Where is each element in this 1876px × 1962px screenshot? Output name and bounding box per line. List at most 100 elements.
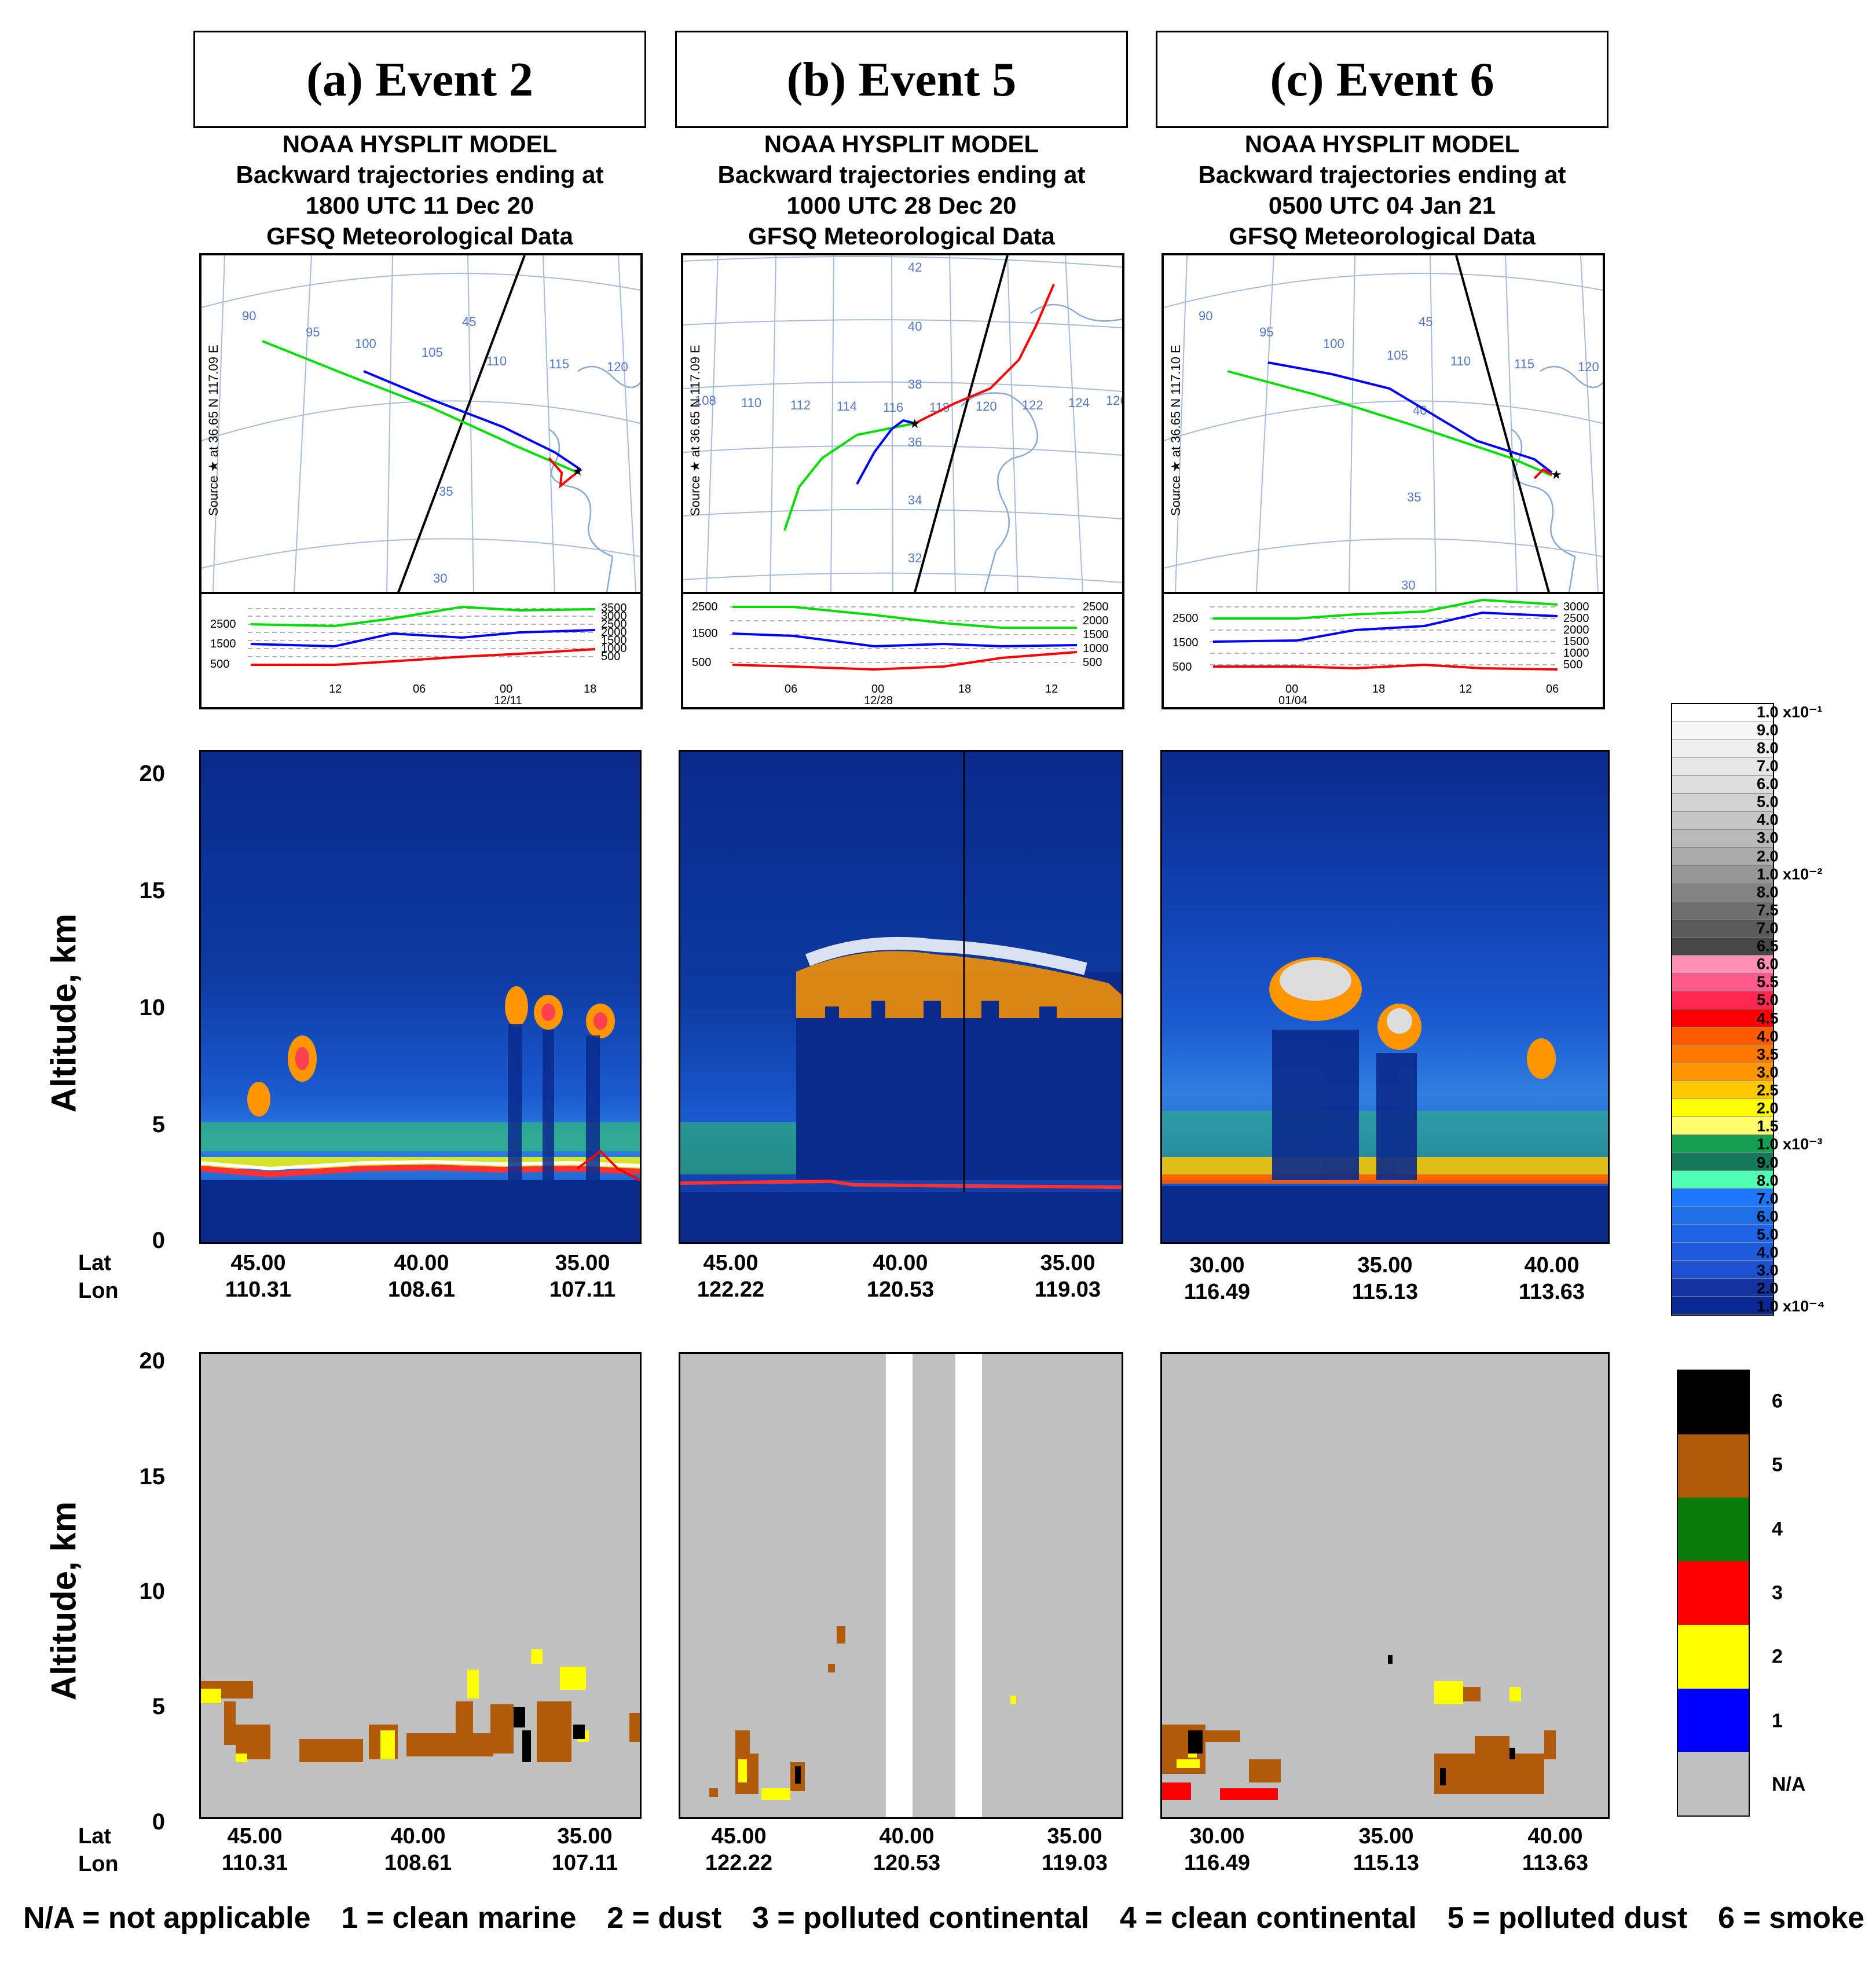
lidar-attenuation-columns: [1272, 1030, 1417, 1180]
vfm-colorbar: [1677, 1370, 1750, 1817]
backscatter-colorbar-label: 8.0: [1757, 739, 1779, 757]
height-right-label: 1000: [1563, 647, 1589, 660]
map-labels: 90 95 100 105 110 115 120 45 40 35 30: [1199, 309, 1599, 592]
backscatter-colorbar-label: 6.0: [1757, 1207, 1779, 1225]
height-right-label: 500: [1563, 658, 1582, 671]
x-lon-value: 107.11: [551, 1851, 618, 1875]
x-lon-value: 107.11: [549, 1278, 616, 1302]
backscatter-colorbar-swatch: [1672, 1207, 1773, 1225]
height-right-labels: 2500 2000 1500 1000 500: [1083, 601, 1109, 669]
x-lat-value: 40.00: [1527, 1824, 1583, 1848]
vfm-panel-b: [679, 1352, 1123, 1819]
height-right-label: 2000: [1563, 624, 1589, 636]
lidar-panel-c: [1160, 750, 1610, 1244]
x-lat-value: 40.00: [879, 1824, 935, 1848]
map-lat-label: 40: [908, 319, 922, 334]
lidar-yaxis: 20 15 10 5 0: [124, 747, 194, 1268]
calipso-track-line: [914, 255, 1009, 592]
legend-item: 5 = polluted dust: [1447, 1901, 1688, 1935]
vfm-ytick: 20: [139, 1348, 166, 1374]
time-tick: 18: [1372, 683, 1385, 696]
hysplit-line2: Backward trajectories ending at: [1198, 161, 1566, 188]
height-right-label: 3000: [601, 610, 627, 623]
time-tick: 06: [785, 683, 797, 696]
vfm-xtick: 40.00 108.61: [360, 1823, 476, 1876]
map-lon-label: 90: [242, 309, 256, 323]
lidar-xtick: 35.00 119.03: [1010, 1250, 1126, 1303]
x-lon-value: 108.61: [384, 1851, 452, 1875]
lidar-cloud-core: [1387, 1008, 1412, 1034]
classification-legend: N/A = not applicable 1 = clean marine 2 …: [23, 1901, 1864, 1935]
height-left-labels: 2500 1500 500: [692, 601, 718, 669]
lidar-surface: [680, 1192, 1122, 1242]
lidar-ylabel: Altitude, km: [44, 913, 83, 1113]
height-left-label: 1500: [1172, 636, 1199, 649]
map-lon-label: 120: [607, 360, 628, 374]
backscatter-colorbar-swatch: [1672, 1279, 1773, 1297]
height-profile-b-svg: 2500 1500 500 2500 2000 1500 1000 500 06…: [692, 601, 1109, 707]
hysplit-line1: NOAA HYSPLIT MODEL: [1244, 130, 1520, 158]
time-tick: 12: [329, 683, 342, 696]
lidar-panel-a-svg: [201, 986, 640, 1242]
vfm-xtick: 35.00 115.13: [1328, 1823, 1444, 1876]
vfm-xtick: 45.00 122.22: [681, 1823, 797, 1876]
height-gridlines: [1210, 606, 1558, 665]
hysplit-line4: GFSQ Meteorological Data: [266, 222, 573, 250]
height-left-labels: 2500 1500 500: [1172, 612, 1199, 673]
backscatter-colorbar-swatch: [1672, 794, 1773, 812]
vfm-panel-a-svg: [201, 1649, 640, 1762]
lidar-boundary-layer: [201, 1164, 640, 1178]
time-ticks: 12 06 00 18 12/11: [329, 683, 596, 707]
lidar-boundary-layer: [201, 1159, 640, 1171]
height-left-label: 2500: [210, 618, 236, 631]
vfm-colorbar-label: 6: [1772, 1390, 1783, 1412]
time-ticks: 06 00 18 12 12/28: [785, 683, 1058, 707]
vfm-smoke: [795, 1766, 801, 1784]
height-profile-c: 2500 1500 500 3000 2500 2000 1500 1000 5…: [1161, 592, 1605, 709]
backscatter-colorbar-label: 3.0: [1757, 1063, 1779, 1081]
height-red: [732, 651, 1078, 671]
vfm-xtick: 45.00 110.31: [197, 1823, 313, 1876]
height-right-label: 2500: [1083, 601, 1109, 613]
backscatter-colorbar-labels: 1.0 x10⁻¹ 9.0 8.0 7.0 6.0 5.0 4.0 3.0 2.0 1.0 x10…: [1757, 703, 1876, 1316]
trajectory-map-a: 90 95 100 105 110 115 120 45 35 30 Sourc…: [199, 253, 643, 595]
map-grid: [201, 255, 640, 592]
vfm-xtick: 35.00 119.03: [1017, 1823, 1133, 1876]
backscatter-colorbar: [1671, 703, 1774, 1316]
map-lat-label: 30: [433, 571, 447, 585]
map-lat-label: 35: [439, 484, 453, 499]
lidar-ytick: 10: [139, 995, 166, 1020]
map-lon-label: 95: [306, 325, 320, 339]
backscatter-colorbar-swatch: [1672, 1081, 1773, 1099]
backscatter-colorbar-label: 5.0: [1757, 1225, 1779, 1243]
backscatter-colorbar-label: 7.0: [1757, 1189, 1779, 1207]
x-lat-value: 35.00: [1357, 1253, 1413, 1278]
vfm-xtick: 35.00 107.11: [527, 1823, 643, 1876]
coastline: [548, 365, 640, 592]
backscatter-colorbar-label: 4.0: [1757, 811, 1779, 829]
x-lat-value: 40.00: [873, 1251, 928, 1275]
vfm-colorbar-label: 4: [1772, 1518, 1783, 1540]
vfm-xtick: 30.00 116.49: [1159, 1823, 1275, 1876]
height-blue: [250, 629, 596, 648]
vfm-panel-c-svg: [1162, 1655, 1556, 1800]
lidar-surface: [1162, 1186, 1608, 1242]
height-right-label: 1000: [601, 642, 627, 655]
backscatter-colorbar-swatch: [1672, 776, 1773, 794]
trajectory-map-c-svg: 90 95 100 105 110 115 120 45 40 35 30 So…: [1164, 255, 1603, 592]
backscatter-colorbar-label: 5.0: [1757, 991, 1779, 1009]
vfm-dust: [1177, 1681, 1521, 1768]
x-lon-value: 120.53: [866, 1278, 935, 1302]
lidar-attenuation-columns: [508, 1024, 600, 1180]
backscatter-colorbar-label: 7.0: [1757, 919, 1779, 937]
map-lon-label: 105: [422, 345, 443, 360]
legend-item: 3 = polluted continental: [752, 1901, 1090, 1935]
backscatter-colorbar-label: 1.0 x10⁻²: [1757, 865, 1823, 883]
lidar-xtick: 40.00 120.53: [842, 1250, 958, 1303]
hysplit-line1: NOAA HYSPLIT MODEL: [764, 130, 1039, 158]
backscatter-colorbar-label: 5.0: [1757, 793, 1779, 811]
vfm-colorbar-swatch: [1678, 1498, 1749, 1562]
vfm-polluted-dust: [709, 1626, 845, 1797]
map-lon-label: 120: [1578, 360, 1599, 374]
x-lon-value: 113.63: [1522, 1851, 1589, 1875]
